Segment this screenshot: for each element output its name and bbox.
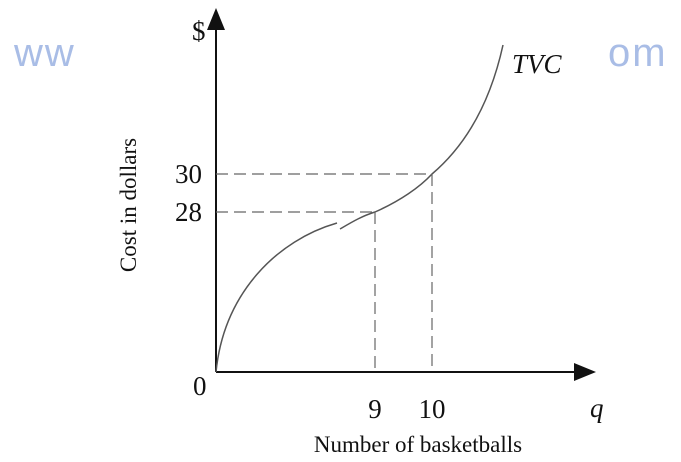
- y-arrow: [207, 8, 225, 30]
- x-arrow: [574, 363, 596, 381]
- x-tick-label: 9: [368, 394, 382, 424]
- x-axis-label: Number of basketballs: [314, 432, 522, 457]
- y-axis-label: Cost in dollars: [116, 138, 141, 272]
- y-tick-label: 28: [175, 197, 202, 227]
- origin-label: 0: [193, 371, 207, 401]
- x-axis-symbol: q: [590, 393, 604, 423]
- watermark: om: [608, 31, 668, 75]
- x-tick-label: 10: [419, 394, 446, 424]
- tvc-curve: [215, 222, 338, 373]
- watermark: ww: [13, 31, 76, 75]
- y-axis-symbol: $: [192, 16, 206, 46]
- y-tick-label: 30: [175, 159, 202, 189]
- tvc-curve: [339, 44, 504, 230]
- series-label: TVC: [512, 49, 563, 79]
